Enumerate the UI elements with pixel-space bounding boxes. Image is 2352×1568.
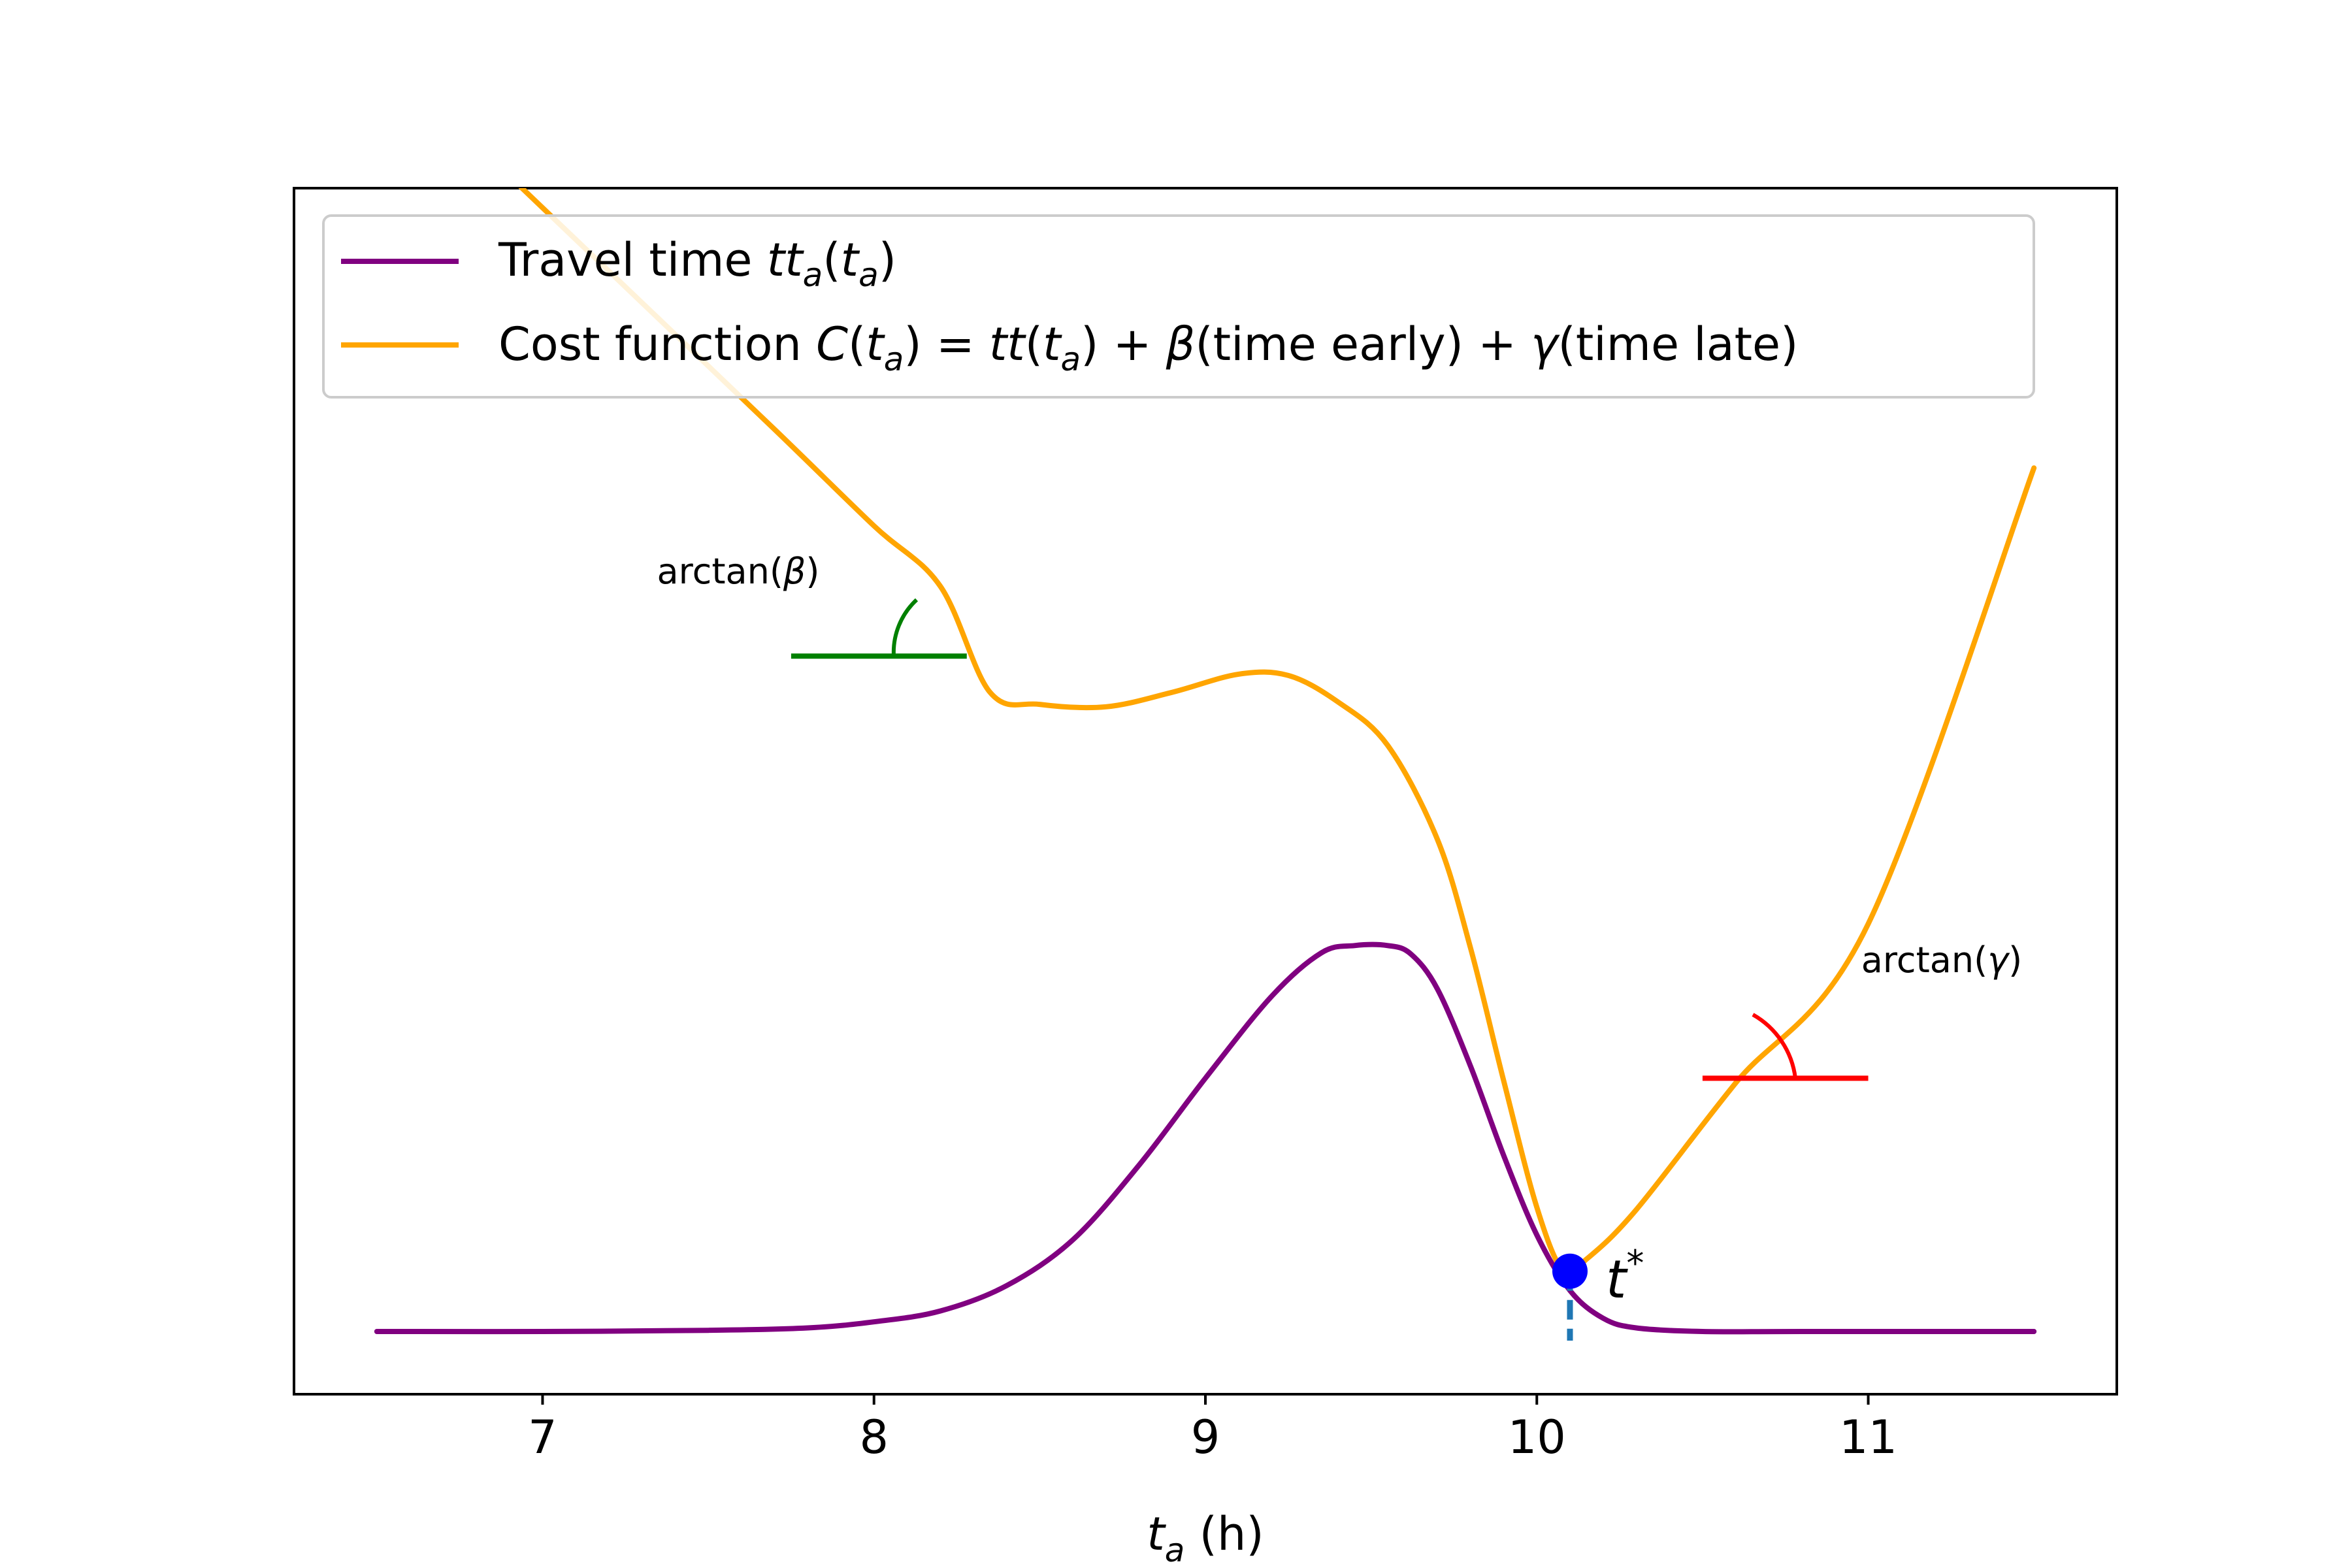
legend-cost-time-late: (time late) (1558, 318, 1799, 371)
x-axis-label-sub: a (1165, 1531, 1185, 1568)
legend-cost-equals: = (922, 318, 989, 371)
legend-cost-beta: β (1166, 318, 1196, 371)
series-line-travel-time (374, 941, 2037, 1335)
legend-cost-close-2: ) (1081, 318, 1098, 371)
x-tick-label: 11 (1839, 1411, 1897, 1464)
annotation-layer (791, 598, 1869, 1341)
legend-travel-sub: a (803, 256, 823, 294)
legend-cost-t-1: t (866, 318, 885, 371)
legend-travel-var-sub: a (858, 256, 879, 294)
legend-cost-plus-1: + (1098, 318, 1166, 371)
optimal-time-symbol: t (1606, 1249, 1628, 1310)
x-axis-label-var: t (1147, 1507, 1166, 1561)
beta-label-prefix: arctan( (657, 551, 783, 592)
legend-travel-close: ) (879, 233, 896, 287)
legend-cost-gamma: γ (1531, 318, 1560, 371)
beta-label-suffix: ) (806, 551, 819, 592)
gamma-label-suffix: ) (2008, 939, 2022, 981)
x-axis-label: ta (h) (1147, 1507, 1264, 1568)
legend-cost-close-1: ) (904, 318, 921, 371)
legend-travel-symbol: tt (767, 233, 804, 287)
gamma-angle-label: arctan(γ) (1861, 939, 2022, 981)
legend-entry-cost-function: Cost function C(ta) = tt(ta) + β(time ea… (498, 318, 1798, 378)
legend-travel-open: ( (823, 233, 840, 287)
gamma-label-symbol: γ (1987, 939, 2010, 981)
legend-travel-prefix: Travel time (498, 233, 767, 287)
optimal-time-superscript: * (1626, 1243, 1644, 1284)
legend-cost-prefix: Cost function (498, 318, 816, 371)
x-axis-label-unit: (h) (1184, 1507, 1264, 1561)
x-tick-label: 9 (1191, 1411, 1220, 1464)
legend-box (322, 214, 2035, 399)
legend-entry-travel-time: Travel time tta(ta) (498, 233, 896, 294)
legend-cost-sub-2: a (1061, 340, 1081, 378)
legend-cost-tt: tt (989, 318, 1026, 371)
series-layer (374, 188, 2037, 1335)
optimal-time-label: t* (1606, 1243, 1644, 1310)
legend-cost-sub-1: a (884, 340, 904, 378)
x-tick-label: 7 (528, 1411, 557, 1464)
x-tick-label: 10 (1508, 1411, 1566, 1464)
legend: Travel time tta(ta) Cost function C(ta) … (322, 214, 2035, 399)
legend-travel-var: t (841, 233, 860, 287)
beta-angle-label: arctan(β) (657, 551, 820, 592)
optimal-point-marker (1552, 1253, 1588, 1289)
series-line-cost-function (518, 188, 2037, 1277)
beta-angle-arc (891, 598, 919, 657)
gamma-angle-arc (1752, 1013, 1797, 1079)
legend-cost-plus-2: + (1463, 318, 1531, 371)
x-tick-label: 8 (859, 1411, 889, 1464)
legend-cost-t-2: t (1043, 318, 1062, 371)
legend-cost-open-2: ( (1025, 318, 1043, 371)
legend-cost-time-early: (time early) (1195, 318, 1463, 371)
gamma-label-prefix: arctan( (1861, 939, 1987, 981)
x-axis-ticks: 7 8 9 10 11 (528, 1394, 1897, 1464)
legend-cost-C: C (816, 318, 848, 371)
beta-label-symbol: β (783, 551, 806, 592)
legend-cost-open-1: ( (848, 318, 866, 371)
